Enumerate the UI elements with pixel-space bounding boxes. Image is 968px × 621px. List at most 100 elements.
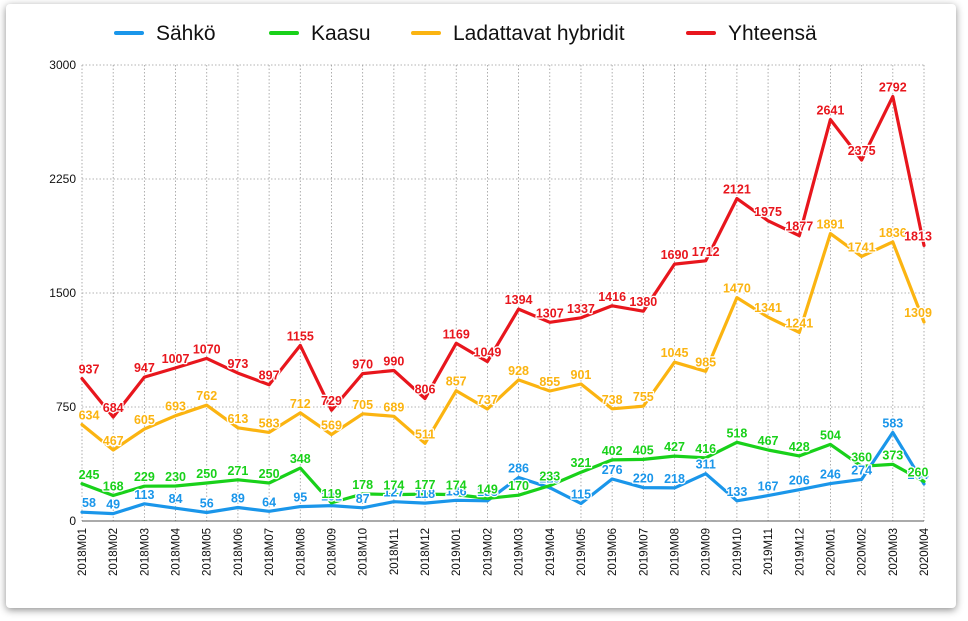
legend-entry: Kaasu xyxy=(311,22,371,45)
data-label: 260 xyxy=(908,465,929,479)
data-label: 118 xyxy=(415,487,435,501)
data-label: 990 xyxy=(383,355,404,369)
y-tick-label: 750 xyxy=(56,400,76,414)
data-label: 271 xyxy=(227,464,248,478)
data-label: 101 xyxy=(321,490,342,504)
data-label: 84 xyxy=(169,492,183,506)
x-tick-label: 2019M07 xyxy=(638,528,650,576)
data-label: 427 xyxy=(664,440,685,454)
data-label: 1307 xyxy=(536,306,564,320)
data-label: 402 xyxy=(602,444,623,458)
data-label: 428 xyxy=(789,440,810,454)
x-tick-label: 2020M03 xyxy=(888,528,900,576)
data-label: 348 xyxy=(290,452,311,466)
x-tick-label: 2019M04 xyxy=(545,527,557,576)
data-label: 245 xyxy=(79,468,100,482)
x-tick-label: 2018M05 xyxy=(202,528,214,576)
data-label: 405 xyxy=(633,443,654,457)
data-label: 286 xyxy=(508,462,529,476)
data-label: 95 xyxy=(293,491,307,505)
grid xyxy=(81,64,925,521)
y-tick-label: 2250 xyxy=(49,172,76,186)
data-label: 1309 xyxy=(904,306,932,320)
data-label: 1155 xyxy=(287,329,314,343)
data-label: 127 xyxy=(383,486,404,500)
data-label: 518 xyxy=(726,426,747,440)
data-label: 973 xyxy=(227,357,248,371)
data-label: 729 xyxy=(321,394,342,408)
data-label: 985 xyxy=(695,355,716,369)
data-label: 1470 xyxy=(723,282,751,296)
data-label: 947 xyxy=(134,361,155,375)
x-tick-label: 2019M03 xyxy=(514,528,526,576)
x-tick-label: 2018M10 xyxy=(358,528,370,576)
x-tick-label: 2019M02 xyxy=(482,528,494,576)
data-label: 613 xyxy=(227,412,248,426)
data-label: 58 xyxy=(82,496,96,510)
data-label: 755 xyxy=(633,390,654,404)
data-label: 177 xyxy=(415,478,436,492)
data-label: 250 xyxy=(196,467,217,481)
data-label: 167 xyxy=(758,480,779,494)
data-label: 49 xyxy=(106,498,120,512)
data-label: 1169 xyxy=(443,327,470,341)
data-label: 634 xyxy=(79,409,100,423)
chart-frame: 0 750 1500 2250 3000 2018M01 2018M02 2018M03 201… xyxy=(6,4,956,608)
data-label: 244 xyxy=(908,468,929,482)
data-label: 220 xyxy=(633,472,654,486)
data-label: 64 xyxy=(262,495,276,509)
x-tick-label: 2019M12 xyxy=(794,528,806,576)
x-tick-label: 2018M02 xyxy=(108,528,120,576)
x-tick-label: 2019M09 xyxy=(701,528,713,576)
data-label: 1341 xyxy=(754,301,782,315)
data-label: 373 xyxy=(882,448,903,462)
data-label: 1975 xyxy=(754,205,782,219)
data-label: 504 xyxy=(820,428,841,442)
data-label: 1813 xyxy=(904,229,932,243)
x-tick-label: 2018M03 xyxy=(139,528,151,576)
data-label: 928 xyxy=(508,364,529,378)
data-label: 712 xyxy=(290,397,311,411)
legend: Sähkö Kaasu Ladattavat hybridit Yhteensä xyxy=(114,22,817,45)
data-label: 737 xyxy=(477,393,498,407)
data-label: 119 xyxy=(321,487,341,501)
data-label: 1007 xyxy=(162,352,190,366)
data-label: 178 xyxy=(352,478,373,492)
y-tick-label: 1500 xyxy=(49,286,76,300)
x-tick-label: 2018M09 xyxy=(326,528,338,576)
data-label: 1877 xyxy=(785,220,813,234)
data-label: 170 xyxy=(508,479,529,493)
x-tick-label: 2018M07 xyxy=(264,528,276,576)
data-label: 467 xyxy=(758,434,779,448)
data-label: 2121 xyxy=(723,183,751,197)
data-label: 113 xyxy=(134,488,154,502)
data-label: 1416 xyxy=(598,290,626,304)
line-chart: 0 750 1500 2250 3000 2018M01 2018M02 2018M03 201… xyxy=(49,22,933,576)
data-label: 1712 xyxy=(692,245,720,259)
data-label: 1380 xyxy=(629,295,657,309)
data-label: 1891 xyxy=(817,218,845,232)
x-tick-label: 2019M11 xyxy=(763,528,775,575)
data-label: 705 xyxy=(352,398,373,412)
data-label: 321 xyxy=(571,456,592,470)
data-label: 218 xyxy=(664,472,685,486)
series-line-2 xyxy=(80,440,926,505)
data-label: 89 xyxy=(231,491,245,505)
data-label: 970 xyxy=(352,358,373,372)
data-label: 1337 xyxy=(567,302,595,316)
data-labels: 58 49 113 84 56 89 64 95 101 87 127 118 136 133 286 219… xyxy=(77,79,933,512)
data-label: 206 xyxy=(789,474,810,488)
x-tick-label: 2019M06 xyxy=(607,528,619,576)
x-tick-label: 2020M02 xyxy=(857,528,869,576)
data-label: 133 xyxy=(477,485,498,499)
data-label: 689 xyxy=(383,400,404,414)
data-label: 133 xyxy=(726,485,747,499)
data-label: 897 xyxy=(259,369,280,383)
data-label: 174 xyxy=(446,479,467,493)
data-label: 229 xyxy=(134,470,155,484)
data-label: 806 xyxy=(415,382,436,396)
x-tick-label: 2019M10 xyxy=(732,528,744,576)
data-label: 2641 xyxy=(817,104,845,118)
data-label: 168 xyxy=(103,479,124,493)
data-label: 174 xyxy=(383,479,404,493)
